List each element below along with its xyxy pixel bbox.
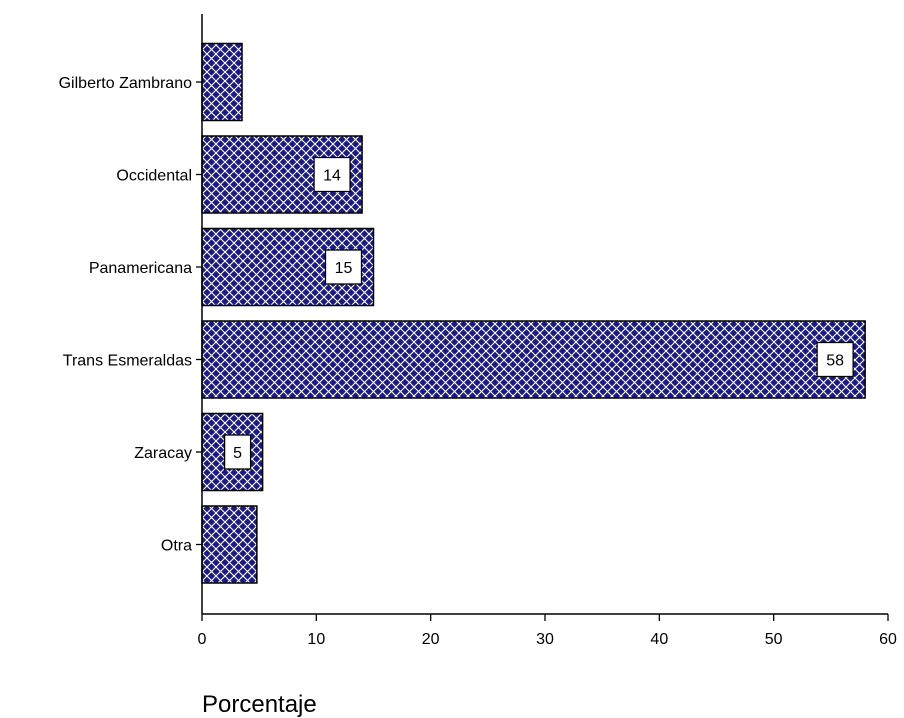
bar bbox=[201, 42, 243, 122]
bar bbox=[201, 505, 258, 584]
y-tick-label: Gilberto Zambrano bbox=[59, 75, 192, 92]
y-tick-label: Panamericana bbox=[89, 260, 192, 277]
x-tick-label: 20 bbox=[422, 631, 440, 648]
x-tick-label: 50 bbox=[765, 631, 783, 648]
y-tick-label: Trans Esmeraldas bbox=[63, 353, 192, 370]
x-tick-label: 30 bbox=[536, 631, 554, 648]
y-tick-label: Zaracay bbox=[134, 445, 192, 462]
y-tick-label: Occidental bbox=[116, 168, 192, 185]
x-axis-title: Porcentaje bbox=[202, 691, 317, 718]
data-label: 58 bbox=[826, 353, 844, 370]
data-label-box bbox=[324, 249, 363, 285]
bar bbox=[201, 320, 866, 399]
y-tick-label: Otra bbox=[161, 538, 192, 555]
x-tick-label: 40 bbox=[650, 631, 668, 648]
data-label: 15 bbox=[335, 260, 353, 277]
x-tick-label: 0 bbox=[198, 631, 207, 648]
x-tick-label: 60 bbox=[879, 631, 897, 648]
x-tick-label: 10 bbox=[307, 631, 325, 648]
data-label: 5 bbox=[233, 445, 242, 462]
data-label-box bbox=[223, 434, 252, 470]
data-label-box bbox=[313, 156, 351, 193]
data-label-box bbox=[816, 341, 854, 378]
data-label: 14 bbox=[323, 168, 341, 185]
